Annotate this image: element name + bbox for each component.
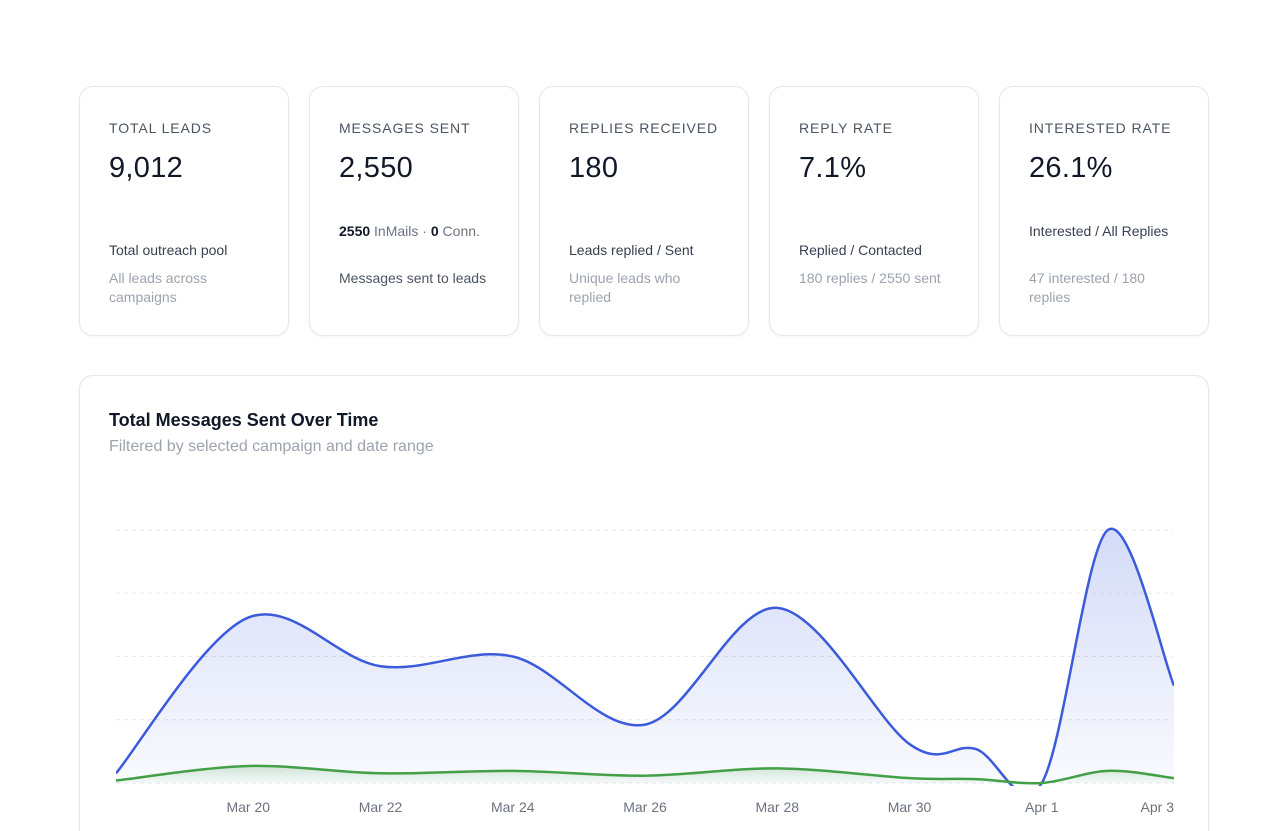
stat-value: 2,550 (339, 152, 414, 184)
breakdown-separator: · (422, 223, 427, 239)
stat-description: Replied / Contacted (799, 242, 922, 258)
stat-card-messages-sent: MESSAGES SENT 2,550 2550 InMails · 0 Con… (309, 86, 519, 336)
stat-subtext: 47 interested / 180 replies (1029, 270, 1145, 305)
stat-label: MESSAGES SENT (339, 120, 471, 136)
stat-subtext: 180 replies / 2550 sent (799, 270, 941, 286)
chart-title: Total Messages Sent Over Time (109, 410, 379, 430)
x-tick-label: Mar 30 (888, 799, 932, 815)
stats-row: TOTAL LEADS 9,012 Total outreach pool Al… (79, 86, 1209, 336)
stat-description: Total outreach pool (109, 242, 228, 258)
x-tick-label: Mar 20 (226, 799, 270, 815)
stat-label: REPLIES RECEIVED (569, 120, 718, 136)
stat-subtext: All leads across campaigns (109, 270, 208, 305)
stat-subtext: Unique leads who replied (569, 270, 681, 305)
x-tick-label: Apr 1 (1025, 799, 1059, 815)
messages-chart-card: Total Messages Sent Over Time Filtered b… (79, 375, 1209, 831)
stat-label: INTERESTED RATE (1029, 120, 1172, 136)
series-1-line[interactable] (116, 527, 1174, 794)
stat-description: Interested / All Replies (1029, 223, 1169, 239)
stat-card-total-leads: TOTAL LEADS 9,012 Total outreach pool Al… (79, 86, 289, 336)
stat-label: TOTAL LEADS (109, 120, 213, 136)
conn-count: 0 (430, 223, 439, 239)
stat-label: REPLY RATE (799, 120, 893, 136)
stat-card-reply-rate: REPLY RATE 7.1% Replied / Contacted 180 … (769, 86, 979, 336)
chart-series (116, 527, 1174, 794)
conn-label: Conn. (442, 223, 480, 239)
stat-card-replies-received: REPLIES RECEIVED 180 Leads replied / Sen… (539, 86, 749, 336)
stat-breakdown: 2550 InMails · 0 Conn. (339, 222, 496, 241)
x-tick-label: Apr 3 (1141, 799, 1175, 815)
stat-card-interested-rate: INTERESTED RATE 26.1% Interested / All R… (999, 86, 1209, 336)
inmails-label: InMails (374, 223, 419, 239)
stat-value: 9,012 (109, 152, 184, 184)
stat-value: 26.1% (1029, 152, 1113, 184)
messages-line-chart[interactable]: Mar 20 Mar 22 Mar 24 Mar 26 Mar 28 Mar 30 Apr … (80, 376, 1210, 831)
series-1-area (116, 528, 1174, 786)
stat-description: Messages sent to leads (339, 270, 487, 286)
stat-value: 7.1% (799, 152, 867, 184)
stat-value: 180 (569, 152, 619, 184)
x-tick-label: Mar 22 (359, 799, 403, 815)
series-2-line[interactable] (116, 764, 1174, 785)
stat-description: Leads replied / Sent (569, 242, 694, 258)
x-tick-label: Mar 24 (491, 799, 535, 815)
x-tick-label: Mar 26 (623, 799, 667, 815)
x-tick-label: Mar 28 (755, 799, 799, 815)
chart-subtitle: Filtered by selected campaign and date r… (109, 438, 434, 455)
inmails-count: 2550 (339, 223, 371, 239)
x-axis-ticks: Mar 20 Mar 22 Mar 24 Mar 26 Mar 28 Mar 30 Apr … (226, 799, 1174, 815)
